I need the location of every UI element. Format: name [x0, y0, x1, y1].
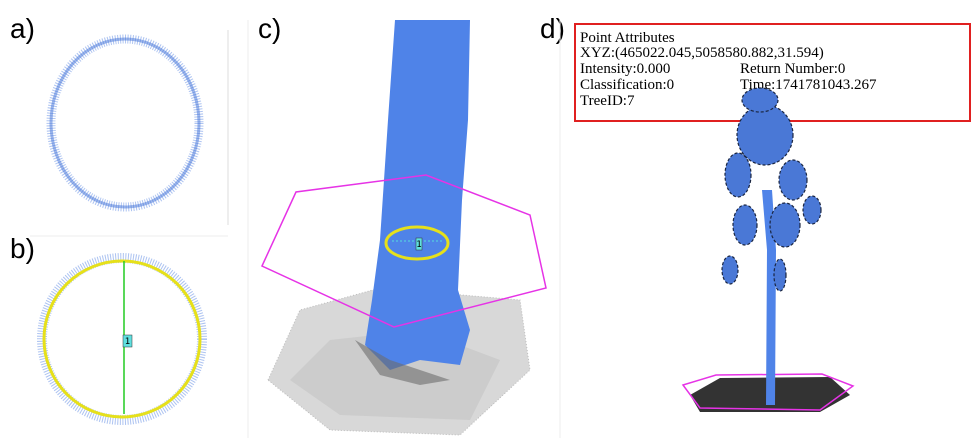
marker [415, 237, 423, 251]
fitted-circle [42, 259, 202, 419]
search-hexagon [681, 373, 855, 411]
trunk-points [365, 20, 470, 370]
attribute-title: Point Attributes [580, 30, 675, 46]
attribute-treeid: TreeID:7 [580, 93, 635, 109]
panel-label: c) [258, 13, 281, 44]
panel-label: a) [10, 13, 35, 44]
attribute-return: Return Number:0 [740, 61, 845, 77]
attribute-intensity: Intensity:0.000 [580, 61, 670, 77]
marker-label: 1 [416, 240, 421, 250]
panel-label: b) [10, 233, 35, 264]
attribute-xyz: XYZ:(465022.045,5058580.882,31.594) [580, 45, 824, 61]
search-hexagon [261, 174, 547, 328]
fitted-circle [384, 225, 450, 261]
stem-points [762, 190, 776, 405]
crown-points [721, 87, 822, 292]
point-ring-core [49, 37, 201, 209]
point-ring [37, 253, 207, 425]
marker [122, 334, 133, 348]
attribute-time: Time:1741781043.267 [740, 77, 877, 93]
attribute-classification: Classification:0 [580, 77, 674, 93]
marker-label: 1 [125, 337, 130, 347]
trunk-base [355, 340, 450, 385]
panel-label: d) [540, 13, 565, 44]
